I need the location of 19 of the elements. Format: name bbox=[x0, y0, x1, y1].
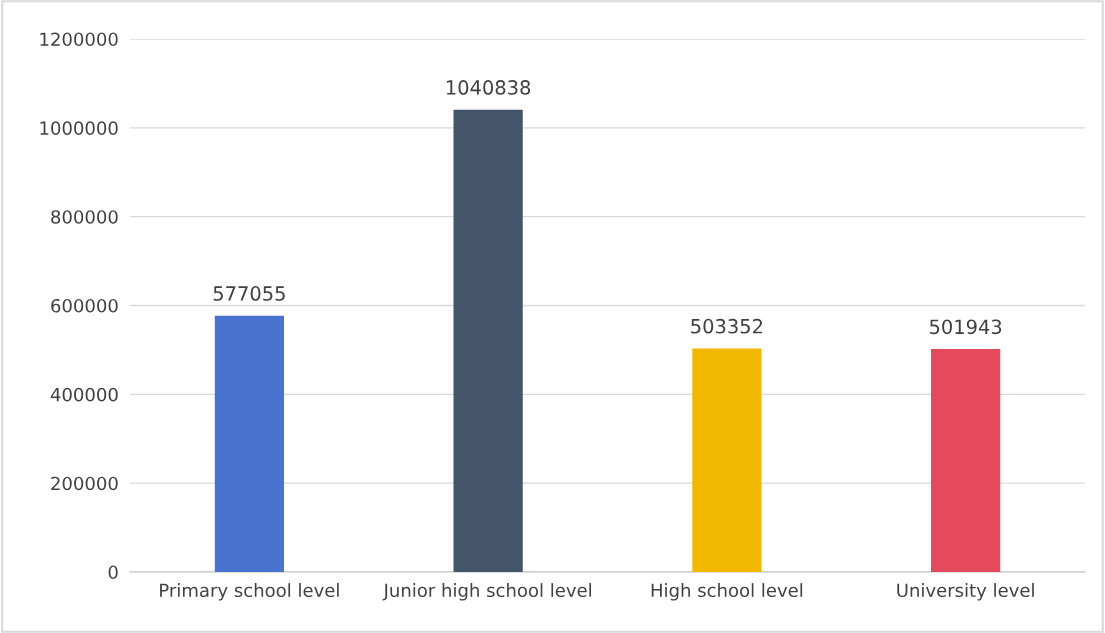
y-tick-label: 600000 bbox=[51, 298, 118, 313]
data-label: 577055 bbox=[213, 286, 285, 301]
bar bbox=[214, 315, 284, 572]
data-label: 503352 bbox=[691, 318, 763, 334]
y-tick-label: 800000 bbox=[51, 210, 118, 224]
y-tick-label: 200000 bbox=[51, 476, 118, 491]
bar bbox=[692, 348, 762, 572]
bar bbox=[931, 349, 1001, 572]
data-label: 501943 bbox=[930, 319, 1002, 335]
x-tick-label: University level bbox=[897, 583, 1034, 601]
bar bbox=[453, 109, 523, 572]
y-tick-label: 400000 bbox=[50, 387, 118, 402]
data-label: 1040838 bbox=[446, 80, 531, 95]
x-tick-label: High school level bbox=[651, 583, 803, 601]
x-tick-label: Primary school level bbox=[160, 583, 339, 601]
y-tick-label: 0 bbox=[108, 565, 118, 580]
y-tick-label: 1000000 bbox=[40, 121, 118, 135]
x-tick-label: Junior high school level bbox=[382, 583, 591, 601]
y-tick-label: 1200000 bbox=[40, 32, 118, 47]
